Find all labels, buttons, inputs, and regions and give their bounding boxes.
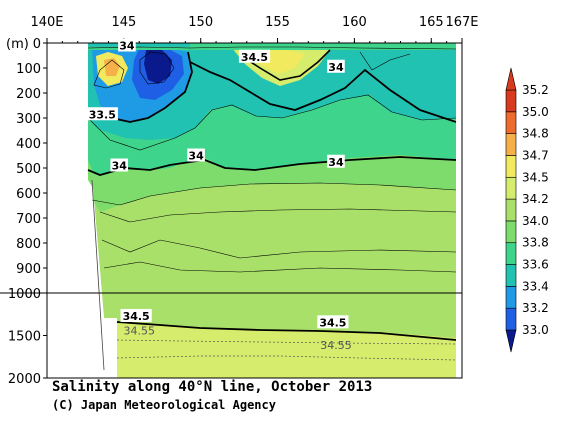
- y-tick-label-3: 300: [16, 112, 41, 127]
- colorbar-segment-0: [505, 307, 517, 331]
- contour-minor-8: [87, 46, 457, 50]
- y-tick-label-12: 2000: [8, 372, 41, 387]
- colorbar-segment-7: [505, 155, 517, 178]
- x-tick-label-2: 150: [188, 15, 213, 30]
- y-axis: 0 100 200 300 400 500 600 700 800 900 1000 1500 2000: [8, 37, 47, 387]
- y-tick-label-8: 800: [16, 237, 41, 252]
- colorbar-label-9: 34.8: [522, 127, 549, 141]
- y-unit-label: (m): [6, 37, 29, 52]
- colorbar-segment-9: [505, 111, 517, 134]
- colorbar-label-1: 33.2: [522, 301, 549, 315]
- x-tick-label-4: 160: [342, 15, 367, 30]
- contour-label-bg-4: [110, 158, 129, 172]
- colorbar-label-11: 35.2: [522, 83, 549, 97]
- chart-credit: (C) Japan Meteorological Agency: [52, 398, 276, 412]
- contour-34-55-line-upper: [116, 339, 457, 345]
- colorbar-label-6: 34.2: [522, 192, 549, 206]
- contour-label-bg-8: [317, 315, 349, 329]
- y-tick-label-1: 100: [16, 62, 41, 77]
- colorbar-label-3: 33.6: [522, 258, 549, 272]
- contour-34-upper-line: [189, 61, 457, 123]
- x-tick-label-5: 165: [419, 15, 444, 30]
- colorbar-label-2: 33.4: [522, 279, 549, 293]
- colorbar-segment-6: [505, 176, 517, 200]
- contour-label-bg-3: [86, 107, 118, 121]
- contour-label-bg-5: [187, 148, 205, 162]
- y-tick-label-7: 700: [16, 212, 41, 227]
- contour-minor-5: [89, 94, 457, 151]
- y-tick-label-2: 200: [16, 87, 41, 102]
- colorbar-label-10: 35.0: [522, 105, 549, 119]
- colorbar-segment-5: [505, 198, 517, 222]
- colorbar-label-5: 34.0: [522, 214, 549, 228]
- contour-minor-4: [103, 261, 457, 273]
- contour-label-bg-2: [327, 59, 345, 73]
- chart-title: Salinity along 40°N line, October 2013: [52, 379, 373, 395]
- colorbar-segment-1: [505, 286, 517, 309]
- colorbar-segment-2: [505, 264, 517, 287]
- contour-label-bg-1: [238, 49, 271, 63]
- contour-label-2: 34: [328, 61, 344, 74]
- y-tick-label-11: 1500: [8, 330, 41, 345]
- colorbar-segment-4: [505, 220, 517, 244]
- y-tick-label-5: 500: [16, 162, 41, 177]
- contour-label-0: 34: [119, 40, 135, 53]
- x-tick-label-0: 140E: [30, 15, 63, 30]
- colorbar-label-4: 33.8: [522, 236, 549, 250]
- colorbar-segment-8: [505, 133, 517, 156]
- secondary-label-1: 34.55: [320, 339, 352, 352]
- contour-minor-2: [99, 208, 457, 223]
- contour-label-8: 34.5: [319, 316, 346, 329]
- plot-frame: [46, 42, 463, 379]
- contour-label-4: 34: [112, 160, 128, 173]
- secondary-contours: [116, 339, 457, 361]
- colorbar-label-0: 33.0: [522, 323, 549, 337]
- x-tick-label-3: 155: [265, 15, 290, 30]
- coast-boundary-line: [91, 179, 105, 371]
- y-tick-label-6: 600: [16, 187, 41, 202]
- contour-label-bg-0: [118, 38, 136, 52]
- x-tick-label-1: 145: [111, 15, 136, 30]
- x-tick-label-6: 167E: [445, 15, 478, 30]
- contour-34-5-upper-line: [239, 49, 331, 81]
- colorbar-segment-3: [505, 242, 517, 265]
- y-tick-label-9: 900: [16, 262, 41, 277]
- contour-label-3: 33.5: [89, 108, 116, 121]
- contour-label-bg-7: [120, 308, 152, 322]
- secondary-label-0: 34.55: [123, 324, 155, 337]
- colorbar-label-8: 34.7: [522, 148, 549, 162]
- x-axis: 140E 145 150 155 160 165 167E: [30, 15, 479, 43]
- contour-label-1: 34.5: [241, 51, 268, 64]
- contour-label-5: 34: [188, 150, 204, 163]
- contour-minor-7: [139, 51, 175, 85]
- colorbar-max-arrow: [505, 67, 517, 91]
- contour-minor-6: [93, 59, 125, 89]
- colorbar: 33.0 33.2 33.4 33.6 33.8 34.0 34.2 34.5 34.7 34.8…: [505, 67, 549, 353]
- y-tick-label-0: 0: [33, 37, 41, 52]
- contour-minor-9: [359, 51, 411, 71]
- y-tick-label-4: 400: [16, 137, 41, 152]
- colorbar-label-7: 34.5: [522, 170, 549, 184]
- contour-minor-1: [91, 182, 457, 206]
- contour-label-7: 34.5: [123, 310, 150, 323]
- contour-label-bg-6: [327, 154, 345, 168]
- contour-label-6: 34: [328, 156, 344, 169]
- contour-34-5-line: [116, 321, 457, 341]
- contour-minor-3: [101, 239, 457, 259]
- colorbar-segment-10: [505, 89, 517, 113]
- y-tick-label-10: 1000: [8, 287, 41, 302]
- colorbar-min-arrow: [505, 329, 517, 353]
